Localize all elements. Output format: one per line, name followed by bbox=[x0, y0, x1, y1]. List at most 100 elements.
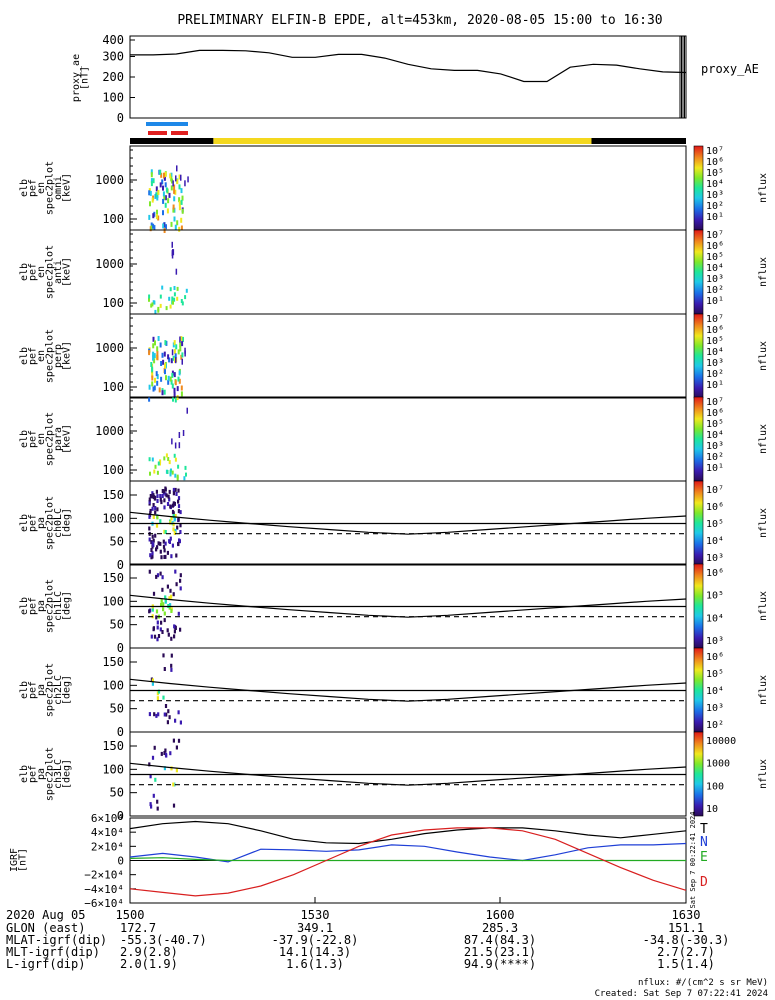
pa-data-pixel bbox=[164, 752, 168, 757]
energy-data-pixel bbox=[176, 286, 179, 291]
pa-ytick: 50 bbox=[110, 786, 124, 800]
science-zone-blue-marker bbox=[146, 122, 188, 126]
pa-data-pixel bbox=[148, 712, 151, 717]
energy-data-pixel bbox=[173, 196, 176, 202]
energy-data-pixel bbox=[164, 202, 167, 208]
igrf-ytick: 6×10⁴ bbox=[91, 812, 124, 825]
pa-data-pixel bbox=[162, 602, 165, 607]
pa-colorbar-tick: 10⁶ bbox=[706, 568, 724, 579]
pa-data-pixel bbox=[164, 487, 167, 492]
pa-data-pixel bbox=[175, 582, 178, 587]
pa-data-pixel bbox=[152, 627, 155, 632]
orbit-bar-segment bbox=[213, 138, 592, 144]
energy-colorbar-tick: 10² bbox=[706, 201, 724, 212]
energy-data-pixel bbox=[157, 336, 160, 341]
pa-data-pixel bbox=[152, 543, 155, 547]
energy-data-pixel bbox=[158, 387, 161, 393]
energy-data-pixel bbox=[151, 375, 154, 381]
pa-data-pixel bbox=[155, 547, 158, 552]
pa-data-pixel bbox=[169, 603, 172, 608]
energy-data-pixel bbox=[173, 184, 176, 190]
energy-colorbar-tick: 10¹ bbox=[706, 463, 724, 474]
pa-panel-ylabel-line: pef bbox=[27, 681, 38, 699]
pa-data-pixel bbox=[173, 634, 176, 639]
pa-panel-ylabel-line: pa bbox=[36, 600, 47, 612]
pa-data-pixel bbox=[164, 748, 167, 753]
pa-data-pixel bbox=[161, 587, 164, 592]
pa-ytick: 0 bbox=[117, 725, 124, 739]
pa-ytick: 50 bbox=[110, 618, 124, 632]
energy-data-pixel bbox=[150, 169, 153, 175]
pa-colorbar-label: nflux bbox=[758, 591, 769, 621]
energy-panel-ylabel-line: spec2plot bbox=[44, 161, 55, 215]
pa-panel-ylabel-line: pa bbox=[36, 684, 47, 696]
energy-data-pixel bbox=[169, 472, 172, 477]
igrf-ytick: 4×10⁴ bbox=[91, 826, 124, 839]
pa-data-pixel bbox=[151, 681, 154, 686]
energy-data-pixel bbox=[150, 178, 153, 184]
pa-colorbar-tick: 10000 bbox=[706, 736, 736, 747]
pa-data-pixel bbox=[168, 489, 171, 494]
energy-data-pixel bbox=[161, 352, 164, 358]
pa-data-pixel bbox=[174, 569, 177, 574]
pa-data-pixel bbox=[155, 713, 158, 718]
energy-colorbar-tick: 10⁴ bbox=[706, 430, 724, 441]
pa-data-pixel bbox=[163, 505, 166, 510]
energy-colorbar-tick: 10⁶ bbox=[706, 325, 724, 336]
pa-data-pixel bbox=[148, 526, 151, 531]
energy-data-pixel bbox=[171, 372, 174, 378]
pa-data-pixel bbox=[177, 504, 181, 509]
energy-colorbar-tick: 10³ bbox=[706, 190, 724, 201]
energy-sparse-pixel bbox=[171, 252, 174, 259]
energy-data-pixel bbox=[150, 222, 153, 228]
energy-data-pixel bbox=[163, 172, 165, 178]
energy-colorbar-tick: 10³ bbox=[706, 274, 724, 285]
energy-data-pixel bbox=[172, 396, 174, 402]
energy-data-pixel bbox=[180, 354, 183, 360]
pa-data-pixel bbox=[156, 637, 159, 642]
pa-data-pixel bbox=[153, 712, 156, 717]
pa-colorbar-label-group: nflux bbox=[758, 675, 769, 705]
energy-data-pixel bbox=[169, 304, 172, 309]
pa-colorbar-tick: 10³ bbox=[706, 553, 724, 564]
ephemeris-value: 285.3 bbox=[482, 921, 518, 935]
proxy-ae-ytick: 100 bbox=[102, 91, 124, 105]
energy-panel-ylabel-line: [keV] bbox=[61, 341, 72, 371]
pa-colorbar-tick: 1000 bbox=[706, 759, 730, 770]
energy-data-pixel bbox=[164, 195, 167, 201]
energy-data-pixel bbox=[178, 200, 181, 206]
pa-panel-ylabel-line: pef bbox=[27, 597, 38, 615]
science-zone-red-marker-2 bbox=[171, 131, 188, 135]
energy-data-pixel bbox=[163, 195, 166, 201]
pa-data-pixel bbox=[179, 530, 182, 534]
energy-data-pixel bbox=[169, 376, 172, 382]
pa-colorbar-tick: 10⁶ bbox=[706, 652, 724, 663]
pa-colorbar-label: nflux bbox=[758, 508, 769, 538]
pa-ytick: 0 bbox=[117, 809, 124, 823]
pa-data-pixel bbox=[151, 506, 154, 511]
energy-colorbar-tick: 10² bbox=[706, 452, 724, 463]
pa-data-pixel bbox=[151, 607, 154, 612]
energy-data-pixel bbox=[167, 198, 170, 204]
pa-colorbar-tick: 10⁶ bbox=[706, 502, 724, 513]
energy-data-pixel bbox=[155, 371, 158, 377]
pa-data-pixel bbox=[162, 539, 165, 544]
energy-data-pixel bbox=[185, 472, 187, 477]
energy-data-pixel bbox=[163, 351, 166, 357]
pa-data-pixel bbox=[156, 499, 159, 503]
energy-data-pixel bbox=[164, 340, 167, 346]
pa-data-pixel bbox=[173, 517, 176, 522]
pa-data-pixel bbox=[149, 774, 152, 779]
pa-colorbar-tick: 10⁵ bbox=[706, 519, 724, 530]
pa-data-pixel bbox=[162, 695, 165, 700]
pa-data-pixel bbox=[168, 605, 171, 610]
energy-colorbar bbox=[693, 313, 704, 399]
pa-data-pixel bbox=[148, 537, 151, 542]
pa-data-pixel bbox=[160, 602, 163, 607]
pa-data-pixel bbox=[164, 595, 167, 600]
proxy-ae-ytick: 0 bbox=[117, 111, 124, 125]
igrf-legend-D: D bbox=[700, 875, 708, 890]
pa-data-pixel bbox=[169, 751, 172, 756]
pa-data-pixel bbox=[172, 592, 175, 597]
